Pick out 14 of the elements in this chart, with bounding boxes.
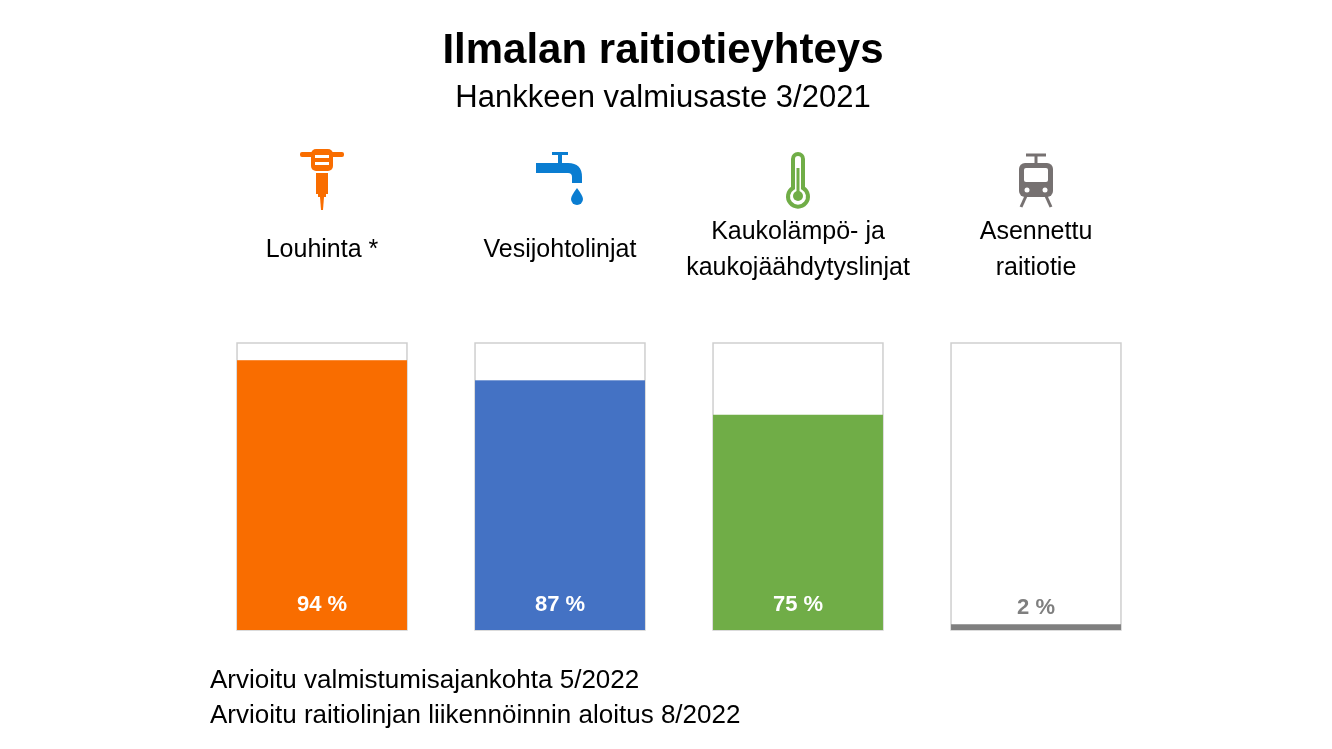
text: Arvioitu raitiolinjan liikennöinnin aloitus 8/2022 bbox=[210, 699, 741, 729]
data-label: 94 % bbox=[296, 591, 348, 616]
data-label: 75 % bbox=[772, 591, 824, 616]
x-tick-label: Louhinta * bbox=[265, 234, 379, 262]
bar bbox=[951, 624, 1121, 630]
data-label: 87 % bbox=[534, 591, 586, 616]
bar bbox=[713, 414, 883, 630]
data-label: 2 % bbox=[1017, 594, 1055, 620]
x-tick-label: Kaukolämpö- ja kaukojäähdytyslinjat bbox=[686, 216, 910, 280]
chart-title: Ilmalan raitiotieyhteys bbox=[442, 25, 884, 72]
x-tick-label: Asennettu raitiotie bbox=[979, 216, 1093, 280]
text: Arvioitu valmistumisajankohta 5/2022 bbox=[210, 664, 640, 694]
x-tick-label: Vesijohtolinjat bbox=[483, 234, 637, 262]
chart-subtitle: Hankkeen valmiusaste 3/2021 bbox=[455, 79, 871, 114]
